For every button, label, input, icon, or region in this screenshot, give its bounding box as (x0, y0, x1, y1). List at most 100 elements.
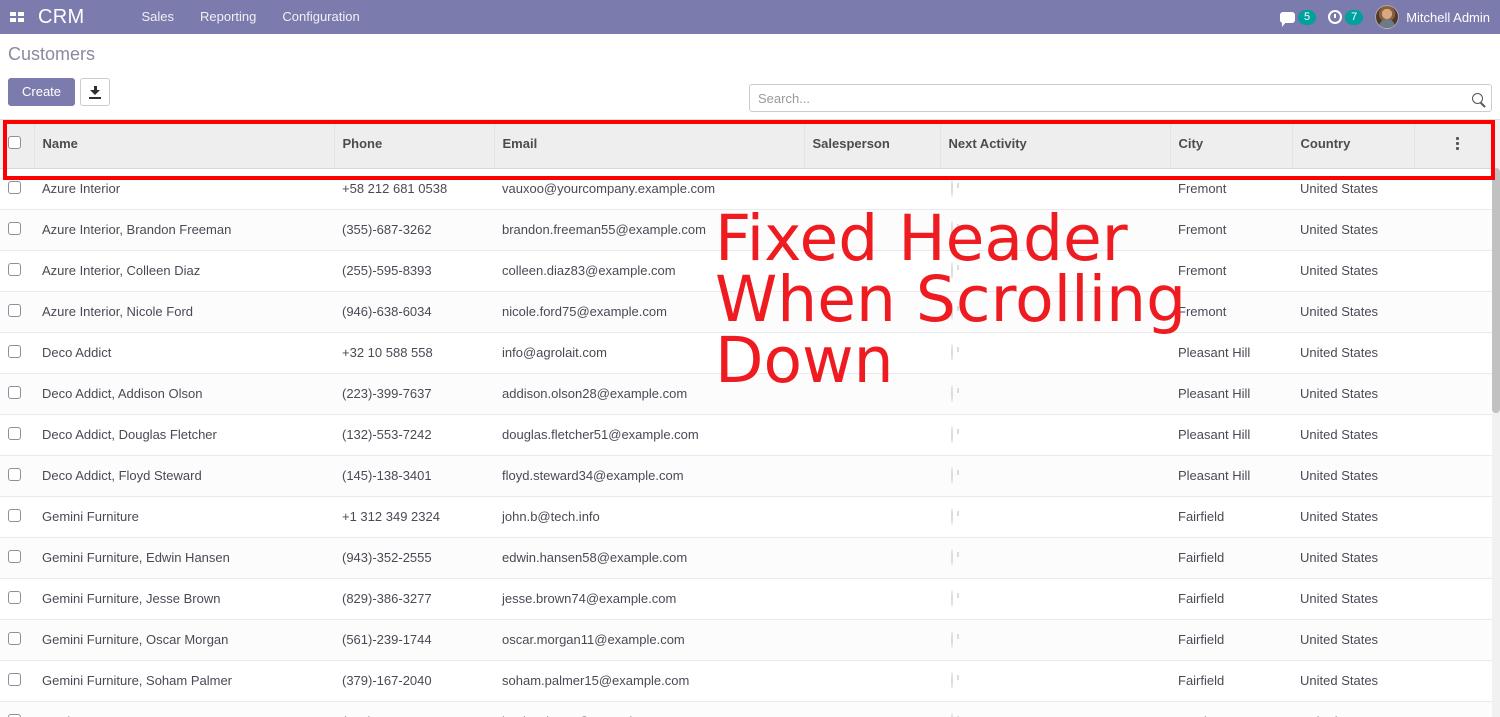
cell-email[interactable]: edwin.hansen58@example.com (494, 537, 804, 579)
column-header-email[interactable]: Email (494, 120, 805, 169)
cell-salesperson[interactable] (804, 701, 940, 717)
cell-city[interactable]: Pleasant Hill (1170, 332, 1292, 374)
row-checkbox[interactable] (8, 590, 21, 604)
cell-city[interactable]: Fairfield (1170, 496, 1292, 538)
cell-phone[interactable]: (561)-239-1744 (334, 619, 494, 661)
cell-city[interactable]: Fairfield (1170, 578, 1292, 620)
nav-menu-sales[interactable]: Sales (141, 9, 174, 24)
row-select-cell[interactable] (0, 578, 34, 620)
table-row[interactable]: Azure Interior, Nicole Ford (946)-638-603… (0, 291, 1492, 333)
clock-icon[interactable] (951, 303, 953, 320)
vertical-scrollbar-track[interactable] (1492, 120, 1500, 717)
row-select-cell[interactable] (0, 332, 34, 374)
clock-icon[interactable] (951, 180, 953, 197)
cell-country[interactable]: United States (1292, 619, 1414, 661)
row-select-cell[interactable] (0, 373, 34, 415)
cell-email[interactable]: floyd.steward34@example.com (494, 455, 804, 497)
cell-salesperson[interactable] (804, 250, 940, 292)
cell-salesperson[interactable] (804, 537, 940, 579)
cell-next-activity[interactable] (940, 660, 1170, 702)
row-select-cell[interactable] (0, 701, 34, 717)
row-select-cell[interactable] (0, 168, 34, 210)
cell-city[interactable]: Pleasant Hill (1170, 373, 1292, 415)
cell-phone[interactable]: (943)-352-2555 (334, 537, 494, 579)
nav-menu-configuration[interactable]: Configuration (282, 9, 360, 24)
cell-email[interactable]: vauxoo@yourcompany.example.com (494, 168, 804, 210)
row-checkbox[interactable] (8, 262, 21, 276)
cell-next-activity[interactable] (940, 537, 1170, 579)
cell-name[interactable]: Gemini Furniture, Oscar Morgan (34, 619, 334, 661)
cell-country[interactable]: United States (1292, 455, 1414, 497)
cell-next-activity[interactable] (940, 455, 1170, 497)
cell-salesperson[interactable] (804, 291, 940, 333)
row-select-cell[interactable] (0, 537, 34, 579)
cell-city[interactable]: Fairfield (1170, 537, 1292, 579)
cell-email[interactable]: brandon.freeman55@example.com (494, 209, 804, 251)
breadcrumb[interactable]: Customers (8, 44, 96, 64)
cell-next-activity[interactable] (940, 373, 1170, 415)
clock-icon[interactable] (951, 713, 953, 717)
cell-salesperson[interactable] (804, 209, 940, 251)
clock-icon[interactable] (951, 262, 953, 279)
row-checkbox[interactable] (8, 303, 21, 317)
cell-next-activity[interactable] (940, 168, 1170, 210)
row-select-cell[interactable] (0, 660, 34, 702)
cell-name[interactable]: Gemini Furniture, Jesse Brown (34, 578, 334, 620)
cell-name[interactable]: Lumber Inc (34, 701, 334, 717)
row-checkbox[interactable] (8, 221, 21, 235)
cell-phone[interactable]: (145)-138-3401 (334, 455, 494, 497)
row-checkbox[interactable] (8, 713, 21, 717)
cell-phone[interactable]: (255)-595-8393 (334, 250, 494, 292)
column-header-phone[interactable]: Phone (334, 120, 495, 169)
cell-next-activity[interactable] (940, 414, 1170, 456)
table-row[interactable]: Deco Addict, Floyd Steward (145)-138-3401… (0, 455, 1492, 497)
search-input[interactable] (758, 90, 1472, 106)
cell-email[interactable]: nicole.ford75@example.com (494, 291, 804, 333)
cell-phone[interactable]: (223)-399-7637 (334, 373, 494, 415)
table-row[interactable]: Azure Interior, Brandon Freeman (355)-687… (0, 209, 1492, 251)
table-row[interactable]: Lumber Inc(828)-316-0593lumber-inv92@exa… (0, 701, 1492, 717)
row-select-cell[interactable] (0, 250, 34, 292)
clock-icon[interactable] (951, 467, 953, 484)
cell-salesperson[interactable] (804, 373, 940, 415)
cell-next-activity[interactable] (940, 619, 1170, 661)
cell-salesperson[interactable] (804, 168, 940, 210)
cell-email[interactable]: lumber-inv92@example.com (494, 701, 804, 717)
column-header-name[interactable]: Name (34, 120, 335, 169)
row-select-cell[interactable] (0, 455, 34, 497)
cell-country[interactable]: United States (1292, 660, 1414, 702)
cell-next-activity[interactable] (940, 578, 1170, 620)
cell-salesperson[interactable] (804, 578, 940, 620)
cell-phone[interactable]: (379)-167-2040 (334, 660, 494, 702)
column-header-salesperson[interactable]: Salesperson (804, 120, 941, 169)
table-row[interactable]: Gemini Furniture, Jesse Brown (829)-386-3… (0, 578, 1492, 620)
cell-city[interactable]: Stockton (1170, 701, 1292, 717)
cell-name[interactable]: Gemini Furniture, Edwin Hansen (34, 537, 334, 579)
cell-country[interactable]: United States (1292, 701, 1414, 717)
row-checkbox[interactable] (8, 508, 21, 522)
row-checkbox[interactable] (8, 426, 21, 440)
cell-phone[interactable]: (132)-553-7242 (334, 414, 494, 456)
cell-country[interactable]: United States (1292, 496, 1414, 538)
cell-phone[interactable]: +58 212 681 0538 (334, 168, 494, 210)
cell-country[interactable]: United States (1292, 537, 1414, 579)
cell-phone[interactable]: (829)-386-3277 (334, 578, 494, 620)
table-row[interactable]: Gemini Furniture, Soham Palmer (379)-167-… (0, 660, 1492, 702)
row-checkbox[interactable] (8, 549, 21, 563)
activities-menu[interactable]: 7 (1328, 9, 1364, 25)
nav-menu-reporting[interactable]: Reporting (199, 9, 257, 24)
column-options-header[interactable] (1414, 120, 1493, 169)
cell-next-activity[interactable] (940, 701, 1170, 717)
clock-icon[interactable] (951, 590, 953, 607)
row-checkbox[interactable] (8, 672, 21, 686)
clock-icon[interactable] (951, 221, 953, 238)
row-checkbox[interactable] (8, 631, 21, 645)
cell-name[interactable]: Gemini Furniture, Soham Palmer (34, 660, 334, 702)
cell-country[interactable]: United States (1292, 373, 1414, 415)
table-row[interactable]: Gemini Furniture, Oscar Morgan (561)-239-… (0, 619, 1492, 661)
cell-email[interactable]: douglas.fletcher51@example.com (494, 414, 804, 456)
cell-name[interactable]: Azure Interior, Brandon Freeman (34, 209, 334, 251)
clock-icon[interactable] (951, 631, 953, 648)
cell-phone[interactable]: (828)-316-0593 (334, 701, 494, 717)
cell-salesperson[interactable] (804, 619, 940, 661)
